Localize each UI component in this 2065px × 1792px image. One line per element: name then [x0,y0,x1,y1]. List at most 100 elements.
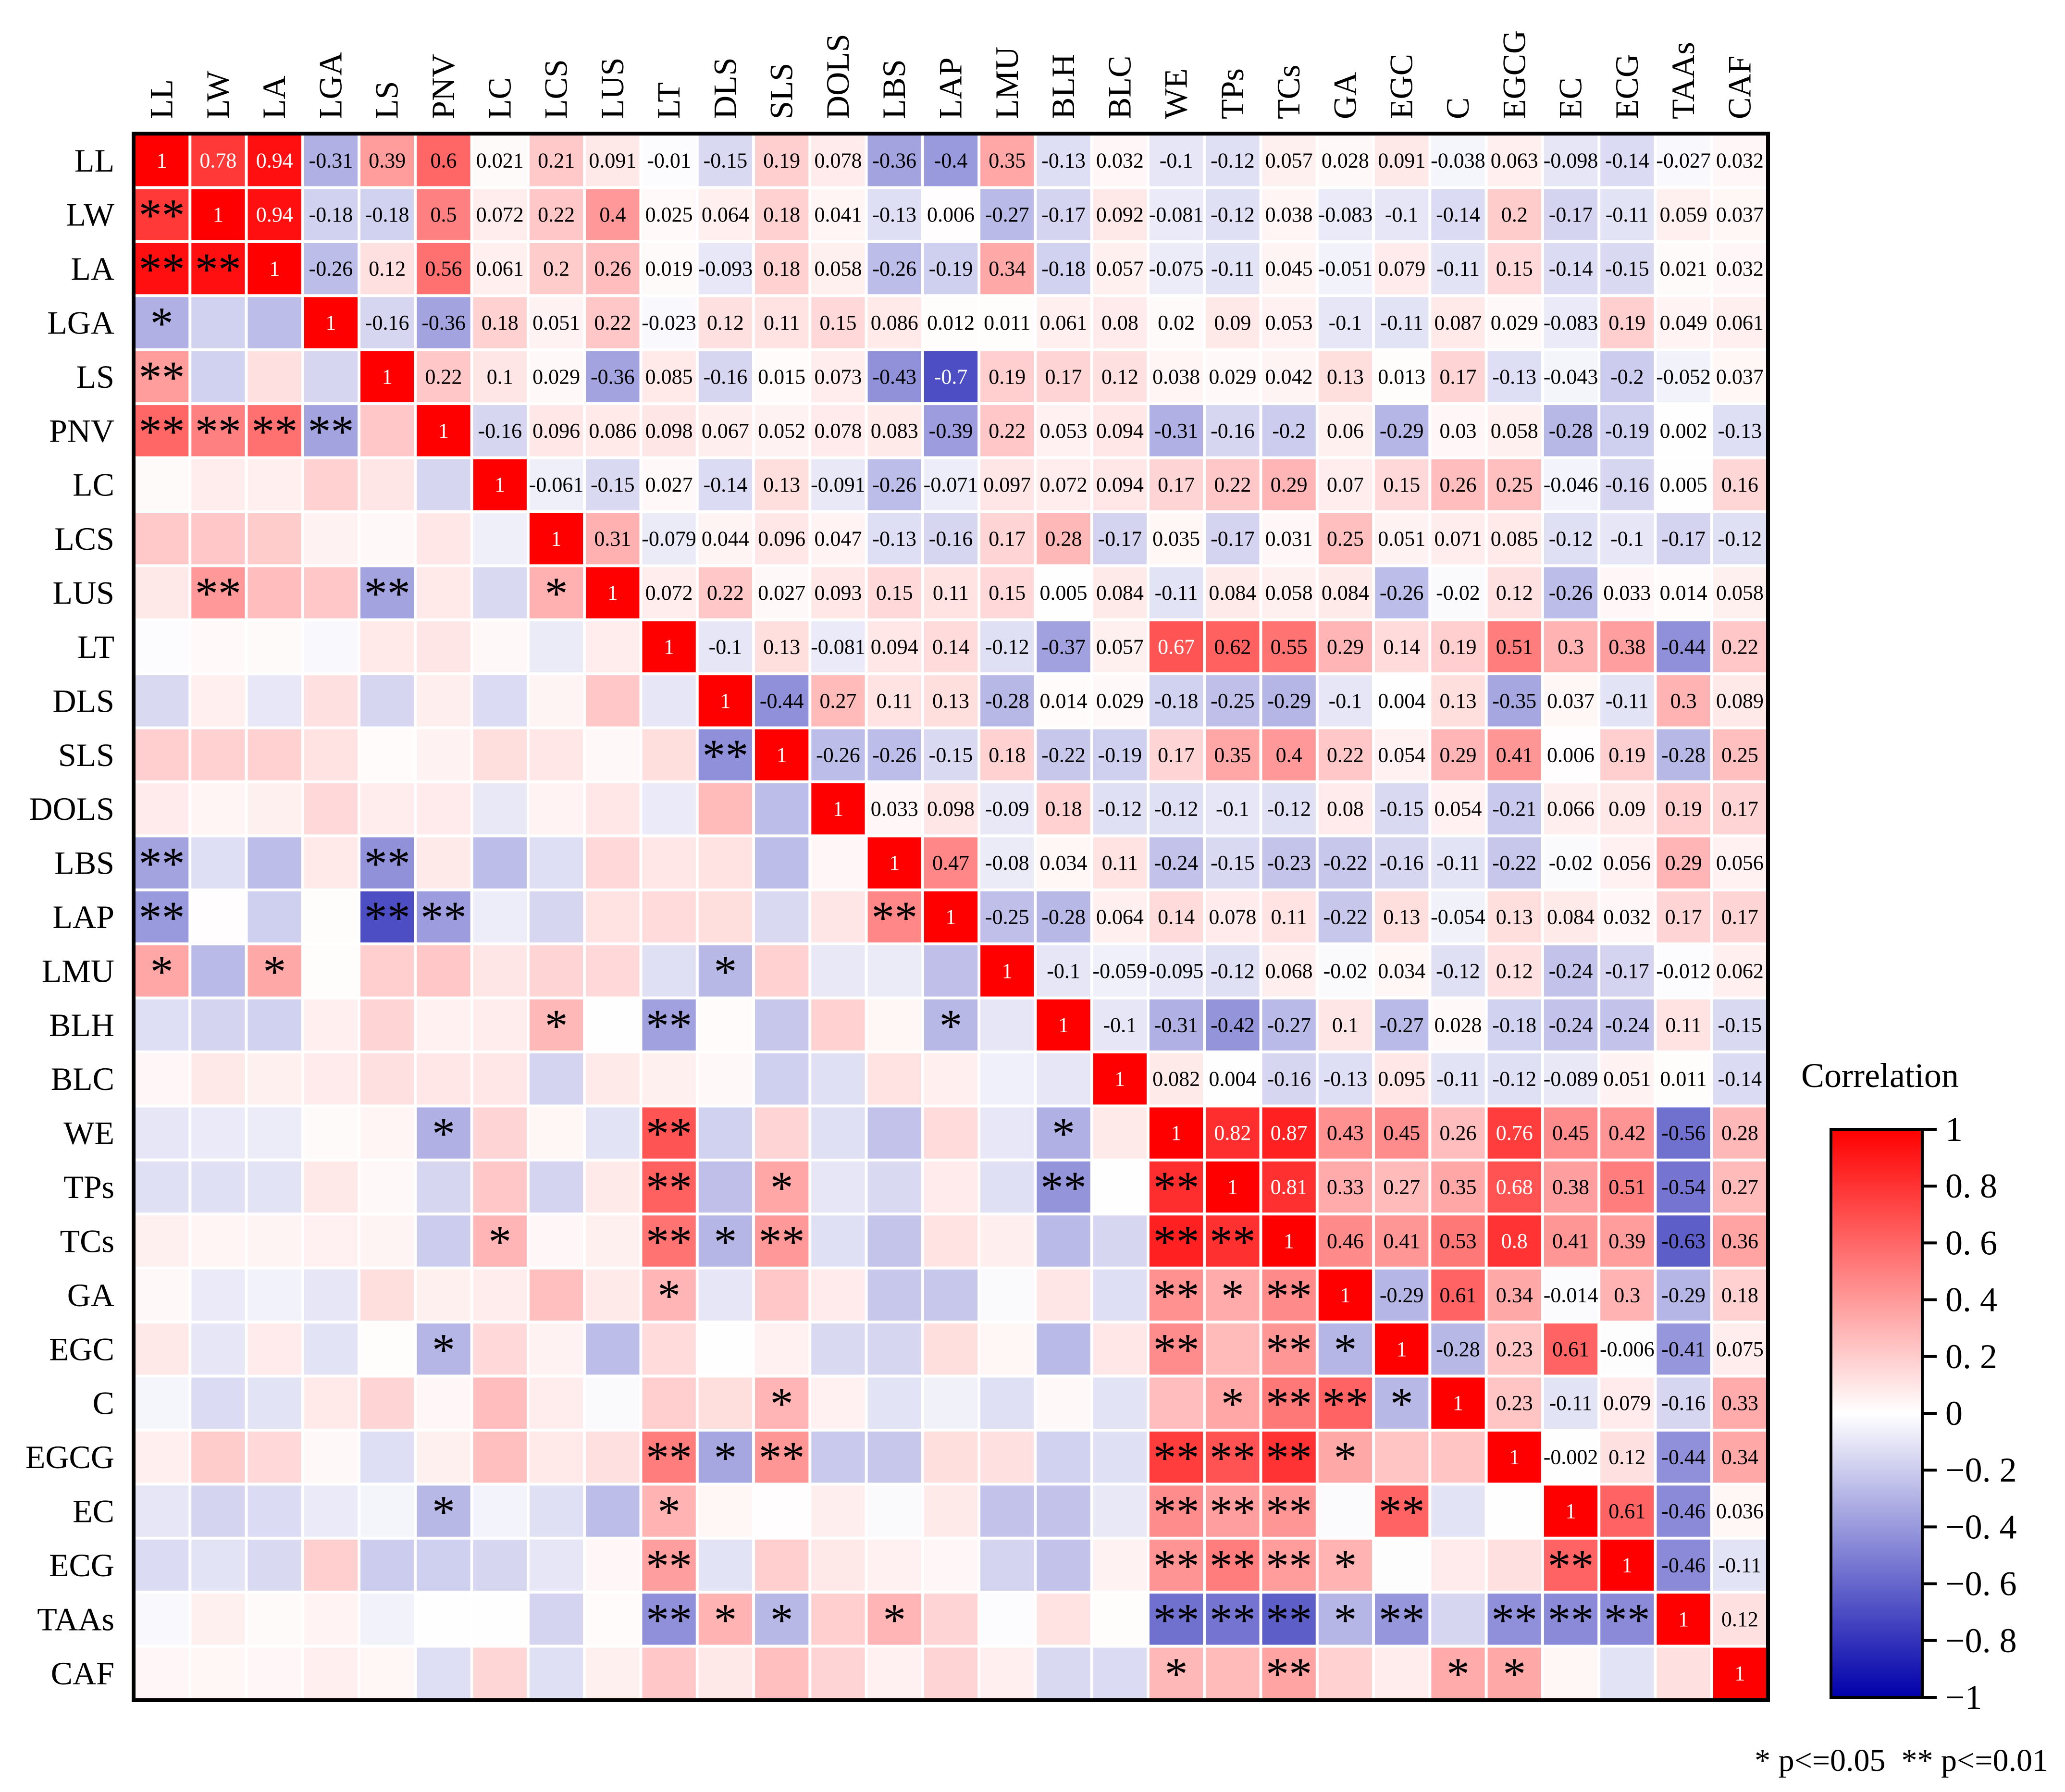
sig-LUS-LS: ** [364,568,410,619]
sig-EGCG-LT: ** [646,1432,692,1483]
cell-LMU-TCs [1262,945,1316,997]
cell-BLC-LAP [924,1053,978,1105]
cell-LBS-TAAs [1657,837,1710,889]
cell-SLS-LA [247,729,301,780]
cell-LUS-LBS [867,567,921,618]
value-LGA-LC: 0.18 [482,311,519,334]
cell-PNV-C [1431,405,1485,457]
value-BLH-CAF: -0.15 [1718,1013,1762,1037]
value-BLC-CAF: -0.14 [1718,1067,1762,1091]
cell-DLS-SLS [755,675,809,727]
cell-LS-LUS [586,351,640,403]
sig-ECG-GA: * [1334,1540,1357,1592]
value-LGA-LAP: 0.012 [927,311,975,334]
cell-LL-LW [191,135,245,186]
value-LBS-WE: -0.24 [1154,851,1199,875]
sig-TAAs-GA: * [1334,1594,1357,1645]
cell-LC-LGA [304,459,358,510]
cell-GA-LMU [980,1269,1034,1321]
cell-LA-LUS [586,243,640,295]
cell-LT-SLS [755,621,809,673]
cell-LMU-LT [642,945,696,997]
cell-C-LAP [924,1377,978,1429]
cell-LUS-LS [360,567,414,618]
cell-C-LUS [586,1377,640,1429]
value-TPs-CAF: 0.27 [1721,1175,1758,1199]
cell-LGA-LAP [924,297,978,348]
value-LUS-TAAs: 0.014 [1660,581,1707,605]
cell-DOLS-EGC [1375,783,1429,835]
cell-CAF-EGCG [1487,1647,1541,1699]
cell-LC-LMU [980,459,1034,510]
value-LL-LC: 0.021 [476,149,524,173]
cell-LC-LW [191,459,245,510]
cell-LS-LL [135,351,189,403]
cell-BLC-LW [191,1053,245,1105]
value-LT-BLC: 0.057 [1096,635,1144,658]
cell-EGC-TPs [1206,1323,1260,1375]
cell-SLS-TCs [1262,729,1316,780]
value-LL-TAAs: -0.027 [1656,149,1711,173]
value-LL-LL: 1 [157,149,167,173]
cell-C-LBS [867,1377,921,1429]
value-GA-EGC: -0.29 [1380,1283,1424,1307]
sig-LS-LL: ** [139,352,185,403]
cell-EGCG-BLH [1037,1431,1090,1483]
col-label-EGC: EGC [1383,54,1420,119]
cell-LMU-LUS [586,945,640,997]
value-LL-LUS: 0.091 [589,149,636,173]
value-LAP-ECG: 0.032 [1603,905,1651,929]
value-LCS-LUS: 0.31 [594,527,631,551]
cell-BLH-BLH [1037,999,1090,1051]
value-LCS-EC: -0.12 [1549,527,1593,551]
cell-LBS-LGA [304,837,358,889]
value-LT-DOLS: -0.081 [811,635,866,658]
legend-colorbar [1830,1128,1924,1699]
cell-LA-SLS [755,243,809,295]
value-LAP-TAAs: 0.17 [1665,905,1702,929]
value-LGA-GA: -0.1 [1329,311,1362,334]
sig-TAAs-TPs: ** [1210,1594,1256,1645]
cell-TCs-LBS [867,1215,921,1267]
cell-LBS-LC [473,837,527,889]
value-EGC-EGCG: 0.23 [1496,1337,1533,1361]
cell-LT-TCs [1262,621,1316,673]
cell-LGA-TCs [1262,297,1316,348]
value-LL-BLC: 0.032 [1096,149,1144,173]
col-label-LGA: LGA [312,52,348,119]
cell-LL-LA [247,135,301,186]
sig-ECG-EC: ** [1548,1540,1594,1592]
cell-TAAs-DLS [698,1594,753,1645]
cell-TPs-LA [247,1161,301,1213]
value-LA-DLS: -0.093 [698,257,753,281]
value-LA-ECG: -0.15 [1605,257,1649,281]
value-GA-EGCG: 0.34 [1496,1283,1533,1307]
cell-CAF-DOLS [811,1647,865,1699]
value-EGC-CAF: 0.075 [1716,1337,1764,1361]
cell-TCs-LW [191,1215,245,1267]
cell-DOLS-DLS [698,783,753,835]
cell-LAP-TPs [1206,891,1260,943]
cell-EGC-PNV [417,1323,470,1375]
row-label-LL: LL [74,142,114,179]
cell-LUS-DLS [698,567,753,618]
cell-BLH-BLC [1093,999,1147,1051]
value-LMU-EGCG: 0.12 [1496,959,1533,983]
sig-EGC-WE: ** [1153,1324,1199,1375]
cell-LBS-TPs [1206,837,1260,889]
cell-ECG-BLH [1037,1539,1090,1591]
cell-LCS-WE [1149,513,1203,565]
cell-LAP-TAAs [1657,891,1710,943]
cell-BLC-LA [247,1053,301,1105]
cell-DOLS-TPs [1206,783,1260,835]
cell-PNV-TAAs [1657,405,1710,457]
sig-EGC-PNV: * [432,1324,455,1375]
value-LS-TPs: 0.029 [1209,365,1256,388]
value-LCS-TCs: 0.031 [1265,527,1313,551]
cell-TCs-EGCG [1487,1215,1541,1267]
cell-TCs-TPs [1206,1215,1260,1267]
cell-TCs-TCs [1262,1215,1316,1267]
cell-LGA-BLC [1093,297,1147,348]
sig-ECG-TCs: ** [1266,1540,1312,1592]
sig-GA-LT: * [657,1270,680,1322]
